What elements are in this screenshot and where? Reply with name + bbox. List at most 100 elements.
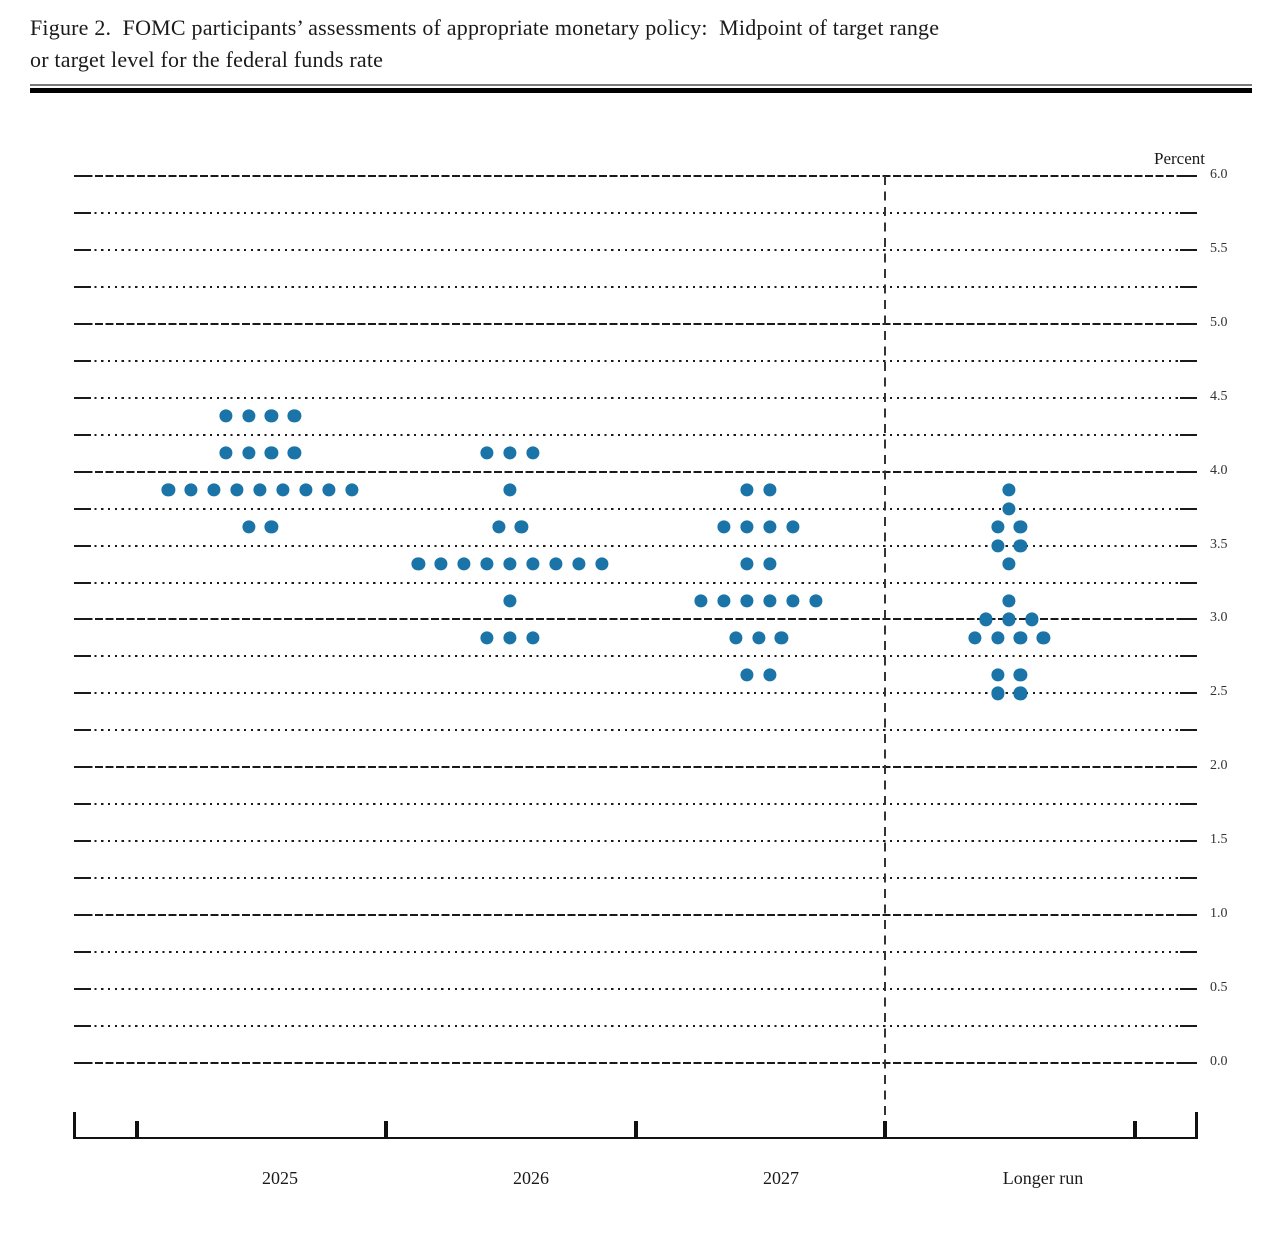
- y-tick-left: [74, 433, 91, 436]
- y-tick-right: [1180, 618, 1197, 621]
- x-axis-end-cap: [1195, 1112, 1198, 1139]
- longer-run-separator-line: [884, 176, 886, 1139]
- y-tick-right: [1180, 211, 1197, 214]
- y-tick-left: [74, 581, 91, 584]
- projection-dot: [264, 520, 279, 534]
- y-axis-label: 0.5: [1210, 980, 1228, 996]
- projection-dot: [763, 557, 777, 571]
- projection-dot: [1013, 686, 1028, 700]
- projection-dot: [740, 594, 754, 608]
- gridline-5.75: [74, 211, 1197, 214]
- projection-dot: [287, 409, 301, 423]
- projection-dot: [1025, 612, 1039, 627]
- gridline-2.75: [74, 655, 1197, 658]
- projection-dot: [287, 446, 301, 460]
- x-axis-category-label: 2026: [513, 1168, 549, 1188]
- projection-dot: [572, 557, 586, 571]
- gridline-4.25: [74, 433, 1197, 436]
- projection-dot: [1002, 612, 1016, 627]
- projection-dot: [786, 520, 800, 534]
- x-axis-end-cap: [72, 1112, 76, 1139]
- y-tick-left: [74, 470, 91, 473]
- projection-dot: [1002, 557, 1016, 571]
- x-axis-tick: [634, 1121, 638, 1139]
- projection-dot: [774, 631, 788, 645]
- y-tick-right: [1180, 988, 1197, 991]
- projection-dot: [717, 594, 731, 608]
- y-axis-label: 0.0: [1210, 1053, 1228, 1069]
- projection-dot: [457, 557, 471, 571]
- y-tick-left: [74, 766, 91, 769]
- projection-dot: [411, 557, 425, 571]
- y-axis-label: 5.0: [1210, 314, 1228, 330]
- y-tick-left: [74, 914, 91, 917]
- projection-dot: [230, 483, 244, 497]
- projection-dot: [526, 631, 540, 645]
- y-axis-unit-label: Percent: [1154, 149, 1205, 168]
- projection-dot: [503, 446, 517, 460]
- projection-dot: [276, 483, 290, 497]
- y-tick-right: [1180, 914, 1197, 917]
- y-axis-label: 3.5: [1210, 536, 1228, 552]
- projection-dot: [763, 483, 777, 497]
- projection-dot: [990, 631, 1005, 645]
- y-tick-right: [1180, 285, 1197, 288]
- projection-dot: [253, 483, 267, 497]
- projection-dot: [1013, 520, 1028, 534]
- y-tick-left: [74, 618, 91, 621]
- gridline-3.75: [74, 507, 1197, 510]
- projection-dot: [740, 557, 754, 571]
- projection-dot: [990, 686, 1005, 700]
- projection-dot: [1002, 502, 1016, 516]
- y-tick-right: [1180, 507, 1197, 510]
- projection-dot: [184, 483, 198, 497]
- y-tick-left: [74, 692, 91, 695]
- figure-title-line-1: Figure 2. FOMC participants’ assessments…: [30, 15, 940, 40]
- y-tick-right: [1180, 544, 1197, 547]
- y-tick-right: [1180, 322, 1197, 325]
- y-tick-right: [1180, 248, 1197, 251]
- y-tick-left: [74, 951, 91, 954]
- gridline-2.25: [74, 729, 1197, 732]
- projection-dot: [809, 594, 823, 608]
- projection-dot: [740, 520, 754, 534]
- y-axis-label: 2.0: [1210, 758, 1228, 774]
- y-tick-right: [1180, 692, 1197, 695]
- y-tick-right: [1180, 396, 1197, 399]
- y-tick-left: [74, 877, 91, 880]
- y-axis-label: 4.0: [1210, 462, 1228, 478]
- projection-dot: [503, 483, 517, 497]
- projection-dot: [241, 520, 256, 534]
- y-tick-right: [1180, 359, 1197, 362]
- y-axis-label: 3.0: [1210, 610, 1228, 626]
- projection-dot: [990, 520, 1005, 534]
- y-tick-left: [74, 840, 91, 843]
- y-tick-right: [1180, 877, 1197, 880]
- gridline-4.75: [74, 359, 1197, 362]
- projection-dot: [480, 631, 494, 645]
- gridline-2.50: [74, 692, 1197, 695]
- x-axis-tick: [1133, 1121, 1137, 1139]
- gridline-5.50: [74, 248, 1197, 251]
- gridline-1.75: [74, 803, 1197, 806]
- gridline-5.00: [74, 322, 1197, 325]
- y-tick-left: [74, 322, 91, 325]
- y-tick-left: [74, 396, 91, 399]
- figure-title-line-2: or target level for the federal funds ra…: [30, 47, 384, 72]
- gridline-0.75: [74, 951, 1197, 954]
- projection-dot: [299, 483, 313, 497]
- projection-dot: [717, 520, 731, 534]
- gridline-0.50: [74, 988, 1197, 991]
- y-axis-label: 1.5: [1210, 832, 1228, 848]
- projection-dot: [1002, 483, 1016, 497]
- projection-dot: [740, 483, 754, 497]
- projection-dot: [1036, 631, 1050, 645]
- projection-dot: [219, 446, 233, 460]
- projection-dot: [751, 631, 766, 645]
- projection-dot: [322, 483, 336, 497]
- gridline-4.00: [74, 470, 1197, 473]
- projection-dot: [1002, 594, 1016, 608]
- y-tick-left: [74, 1025, 91, 1028]
- y-tick-right: [1180, 729, 1197, 732]
